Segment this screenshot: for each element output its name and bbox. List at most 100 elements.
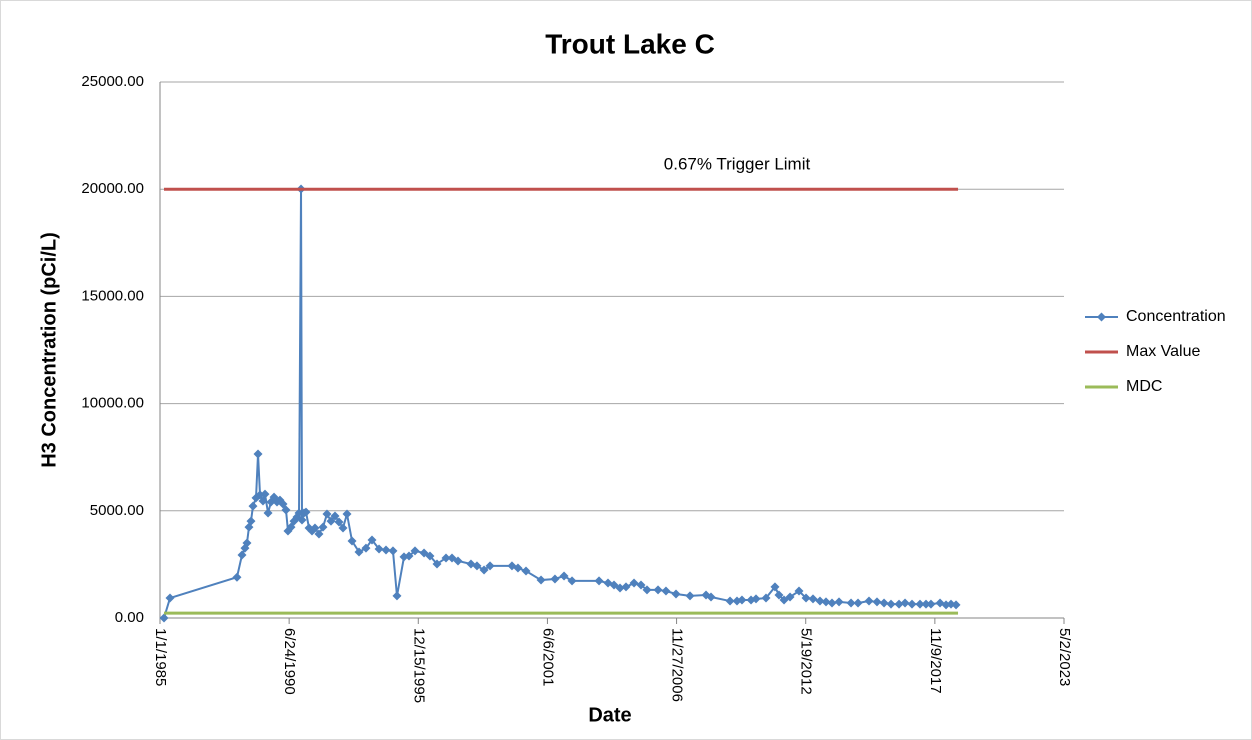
data-point (342, 509, 352, 519)
data-point (846, 598, 856, 608)
data-point (921, 599, 931, 609)
data-point (774, 590, 784, 600)
data-point (653, 585, 663, 595)
data-point (404, 551, 414, 561)
data-point (725, 596, 735, 606)
data-point (322, 509, 332, 519)
data-point (751, 594, 761, 604)
data-point (388, 546, 398, 556)
data-point (685, 591, 695, 601)
data-point (392, 591, 402, 601)
data-point (834, 597, 844, 607)
data-point (915, 599, 925, 609)
data-point (661, 586, 671, 596)
data-point (326, 516, 336, 526)
data-point (159, 613, 169, 623)
legend-label: MDC (1126, 378, 1162, 395)
data-point (894, 599, 904, 609)
y-axis-title: H3 Concentration (pCi/L) (38, 232, 60, 468)
x-tick-label: 6/6/2001 (539, 628, 556, 686)
data-point (441, 553, 451, 563)
data-point (559, 571, 569, 581)
y-tick-label: 15000.00 (81, 287, 144, 304)
y-tick-label: 10000.00 (81, 395, 144, 412)
data-point (761, 593, 771, 603)
data-point (636, 580, 646, 590)
data-point (447, 553, 457, 563)
data-point (263, 508, 273, 518)
data-point (827, 598, 837, 608)
data-point (361, 543, 371, 553)
data-point (425, 551, 435, 561)
x-tick-label: 11/27/2006 (669, 628, 686, 702)
data-point (770, 582, 780, 592)
data-point (864, 596, 874, 606)
annotation: 0.67% Trigger Limit (664, 154, 811, 173)
data-point (785, 592, 795, 602)
data-point (521, 566, 531, 576)
data-point (951, 600, 961, 610)
x-tick-label: 11/9/2017 (927, 628, 944, 694)
data-point (900, 598, 910, 608)
data-point (301, 507, 311, 517)
data-point (330, 511, 340, 521)
legend-label: Concentration (1126, 308, 1226, 325)
data-point (794, 586, 804, 596)
data-point (615, 583, 625, 593)
y-tick-label: 0.00 (115, 609, 144, 626)
data-point (248, 501, 258, 511)
data-point (872, 597, 882, 607)
data-point (347, 536, 357, 546)
x-tick-label: 5/2/2023 (1056, 628, 1073, 686)
legend-marker (1097, 312, 1106, 322)
data-point (671, 589, 681, 599)
data-point (374, 544, 384, 554)
data-point (550, 574, 560, 584)
data-point (642, 585, 652, 595)
data-point (513, 563, 523, 573)
x-axis-title: Date (588, 704, 631, 726)
data-point (472, 561, 482, 571)
data-point (334, 517, 344, 527)
data-point (432, 559, 442, 569)
data-point (479, 565, 489, 575)
data-point (367, 535, 377, 545)
data-point (779, 595, 789, 605)
x-tick-label: 5/19/2012 (798, 628, 815, 695)
data-point (706, 592, 716, 602)
y-tick-label: 5000.00 (90, 502, 144, 519)
data-point (242, 538, 252, 548)
data-point (507, 561, 517, 571)
data-point (737, 595, 747, 605)
data-point (879, 598, 889, 608)
data-point (821, 597, 831, 607)
data-point (907, 599, 917, 609)
data-point (354, 547, 364, 557)
y-tick-label: 25000.00 (81, 73, 144, 90)
data-point (294, 508, 304, 518)
legend-label: Max Value (1126, 343, 1201, 360)
data-point (410, 546, 420, 556)
data-point (621, 582, 631, 592)
data-point (594, 576, 604, 586)
data-point (808, 594, 818, 604)
data-point (232, 572, 242, 582)
x-tick-label: 12/15/1995 (410, 628, 427, 703)
data-point (853, 598, 863, 608)
data-point (801, 593, 811, 603)
data-point (246, 516, 256, 526)
data-point (485, 561, 495, 571)
data-point (314, 529, 324, 539)
data-point (926, 599, 936, 609)
data-point (253, 449, 263, 459)
y-tick-label: 20000.00 (81, 180, 144, 197)
data-point (260, 489, 270, 499)
data-point (453, 556, 463, 566)
data-point (237, 550, 247, 560)
data-point (281, 505, 291, 515)
data-point (815, 596, 825, 606)
data-point (567, 576, 577, 586)
data-point (536, 575, 546, 585)
